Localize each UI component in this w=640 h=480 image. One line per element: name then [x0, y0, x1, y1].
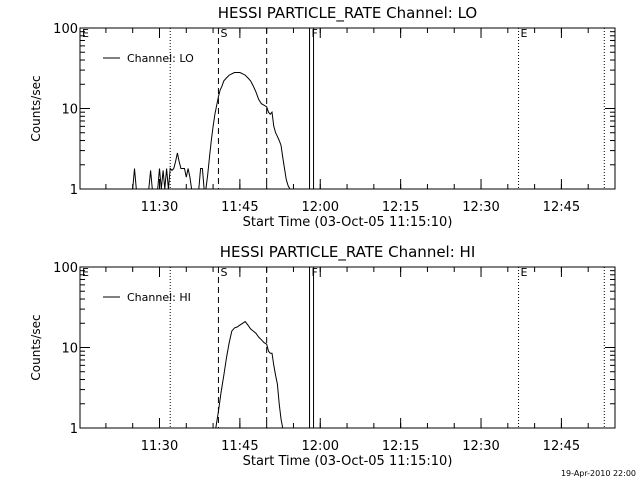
chart-panel-hi: HESSI PARTICLE_RATE Channel: HI 1 10 100 11:… — [29, 243, 616, 469]
x-tick-label: 12:45 — [543, 439, 580, 454]
event-marker-label: E — [521, 266, 528, 279]
y-tick-label: 10 — [61, 342, 78, 357]
chart-title: HESSI PARTICLE_RATE Channel: HI — [220, 243, 476, 262]
x-tick-label: 11:30 — [141, 439, 178, 454]
y-tick-label: 10 — [61, 103, 78, 118]
event-marker-label: E — [521, 27, 528, 40]
data-series-line — [132, 72, 292, 189]
y-tick-label: 1 — [70, 183, 78, 198]
x-tick-label: 11:45 — [221, 200, 258, 215]
event-marker-label: S — [220, 27, 227, 40]
footer-timestamp: 19-Apr-2010 22:00 — [561, 469, 636, 478]
data-series-line — [215, 320, 284, 428]
x-tick-label: 12:30 — [462, 200, 499, 215]
x-tick-label: 11:45 — [221, 439, 258, 454]
event-marker-label: F — [312, 27, 318, 40]
event-marker-label: S — [220, 266, 227, 279]
y-axis-label: Counts/sec — [29, 75, 43, 141]
chart-panel-lo: HESSI PARTICLE_RATE Channel: LO 1 10 100 11:… — [29, 4, 616, 230]
y-axis-label: Counts/sec — [29, 314, 43, 380]
event-marker-label: E — [82, 266, 89, 279]
legend-label: Channel: LO — [127, 52, 194, 65]
x-tick-label: 12:00 — [302, 200, 339, 215]
x-axis-label: Start Time (03-Oct-05 11:15:10) — [243, 454, 453, 469]
legend-label: Channel: HI — [127, 291, 191, 304]
x-axis-label: Start Time (03-Oct-05 11:15:10) — [243, 215, 453, 230]
x-tick-label: 12:30 — [462, 439, 499, 454]
chart-title: HESSI PARTICLE_RATE Channel: LO — [218, 4, 477, 23]
y-tick-label: 100 — [53, 22, 78, 37]
event-marker-label: E — [82, 27, 89, 40]
y-tick-label: 1 — [70, 422, 78, 437]
y-tick-label: 100 — [53, 261, 78, 276]
x-tick-label: 12:45 — [543, 200, 580, 215]
x-tick-label: 12:00 — [302, 439, 339, 454]
event-marker-label: F — [312, 266, 318, 279]
x-tick-label: 12:15 — [382, 200, 419, 215]
x-tick-label: 12:15 — [382, 439, 419, 454]
x-tick-label: 11:30 — [141, 200, 178, 215]
